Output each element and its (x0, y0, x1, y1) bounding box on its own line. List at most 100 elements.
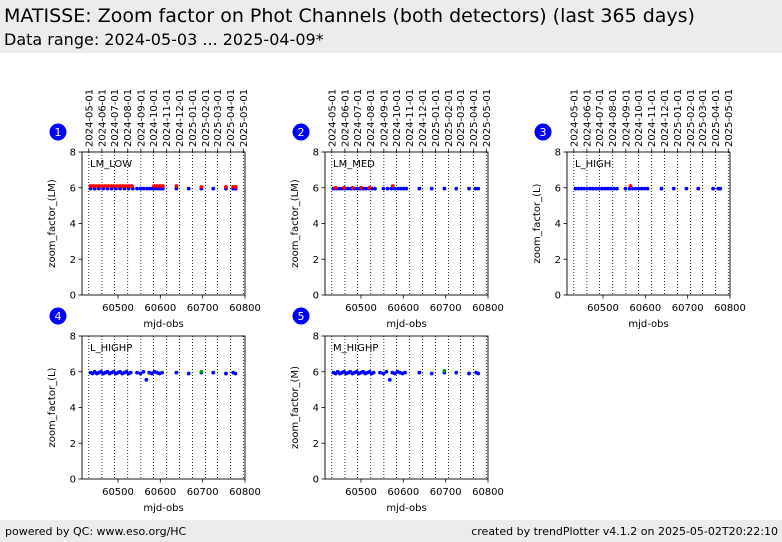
data-point (387, 377, 392, 382)
x-tick-label: 60500 (345, 303, 377, 314)
data-point (124, 184, 128, 188)
data-point (417, 186, 422, 191)
date-tick-label: 2025-05-01 (482, 89, 493, 147)
data-point (711, 186, 715, 191)
panel-number: 3 (540, 126, 547, 139)
data-point (473, 186, 478, 191)
panel-number: 4 (55, 310, 62, 323)
date-tick-label: 2024-08-01 (123, 89, 134, 147)
date-tick-label: 2025-04-01 (711, 89, 722, 147)
series-primary (331, 186, 481, 191)
data-point (373, 186, 377, 191)
date-tick-label: 2025-05-01 (239, 89, 250, 147)
data-point (395, 186, 400, 191)
data-point (211, 370, 216, 375)
data-point (603, 186, 608, 191)
date-tick-label: 2025-03-01 (698, 89, 709, 147)
axes-frame (81, 151, 246, 296)
data-point (404, 186, 409, 191)
data-point (476, 186, 481, 191)
data-point (144, 186, 149, 191)
axes-frame (566, 151, 731, 296)
data-point (186, 186, 191, 191)
x-tick-label: 60600 (144, 487, 176, 498)
panel-number-badge (292, 307, 310, 325)
data-point (442, 186, 447, 191)
y-tick-label: 2 (70, 439, 76, 450)
date-tick-label: 2024-11-01 (647, 89, 658, 147)
data-point (224, 184, 228, 189)
data-point (645, 186, 650, 191)
data-point (112, 184, 117, 188)
date-tick-label: 2024-07-01 (595, 89, 606, 147)
data-point (392, 186, 397, 191)
data-point (91, 184, 96, 188)
date-tick-label: 2024-05-01 (327, 89, 338, 147)
data-point (442, 368, 447, 373)
date-tick-label: 2025-03-01 (213, 89, 224, 147)
x-tick-label: 60500 (102, 487, 134, 498)
series-accent (442, 368, 447, 373)
series-secondary (333, 184, 395, 190)
data-point (350, 185, 355, 190)
panel-number: 2 (298, 126, 305, 139)
date-tick-label: 2024-10-01 (149, 89, 160, 147)
date-tick-label: 2024-08-01 (608, 89, 619, 147)
data-point (633, 186, 638, 191)
panel-number: 5 (298, 310, 305, 323)
data-point (141, 369, 146, 374)
data-point (381, 186, 386, 191)
data-point (381, 371, 386, 376)
date-tick-label: 2025-04-01 (469, 89, 480, 147)
axes-frame (324, 151, 489, 296)
data-point (671, 186, 676, 191)
data-point (337, 186, 342, 191)
data-range-subtitle: Data range: 2024-05-03 ... 2025-04-09* (4, 30, 324, 49)
x-tick-label: 60500 (345, 487, 377, 498)
data-point (199, 184, 204, 189)
date-tick-label: 2025-05-01 (724, 89, 735, 147)
date-tick-label: 2025-01-01 (673, 89, 684, 147)
data-point (403, 370, 407, 375)
x-tick-label: 60700 (187, 487, 219, 498)
data-point (636, 186, 641, 191)
date-tick-label: 2024-05-01 (569, 89, 580, 147)
y-axis-label: zoom_factor_(LM) (290, 179, 301, 268)
y-tick-label: 8 (70, 332, 76, 343)
data-point (573, 186, 578, 191)
data-point (199, 369, 204, 374)
date-tick-label: 2024-07-01 (353, 89, 364, 147)
data-point (128, 370, 133, 375)
data-point (576, 186, 581, 191)
data-point (160, 370, 164, 375)
date-tick-label: 2024-09-01 (136, 89, 147, 147)
y-axis-label: zoom_factor_(M) (290, 366, 301, 449)
data-point (659, 186, 664, 191)
data-point (597, 186, 602, 191)
x-tick-label: 60800 (714, 303, 746, 314)
footer-created: created by trendPlotter v4.1.2 on 2025-0… (471, 525, 778, 538)
x-axis-label: mjd-obs (628, 319, 668, 330)
panel-1: 2024-05-01 2024-06-01 2024-07-01 2024-08-01… (47, 89, 261, 330)
data-point (385, 186, 390, 191)
y-tick-label: 2 (313, 255, 319, 266)
y-tick-label: 0 (313, 475, 319, 486)
channel-label: LM_MED (333, 159, 375, 170)
data-point (144, 377, 149, 382)
data-point (333, 185, 338, 190)
date-tick-label: 2024-11-01 (405, 89, 416, 147)
x-tick-label: 60600 (144, 303, 176, 314)
x-tick-label: 60800 (229, 303, 261, 314)
date-tick-label: 2024-10-01 (634, 89, 645, 147)
data-point (591, 186, 596, 191)
x-tick-label: 60700 (430, 487, 462, 498)
y-tick-label: 0 (555, 291, 561, 302)
x-axis-label: mjd-obs (143, 319, 183, 330)
y-tick-label: 4 (70, 403, 76, 414)
x-tick-label: 60600 (387, 303, 419, 314)
x-tick-label: 60700 (187, 303, 219, 314)
data-point (429, 186, 434, 191)
data-point (174, 184, 179, 188)
data-point (100, 184, 105, 188)
y-axis-label: zoom_factor_(L) (47, 367, 58, 447)
